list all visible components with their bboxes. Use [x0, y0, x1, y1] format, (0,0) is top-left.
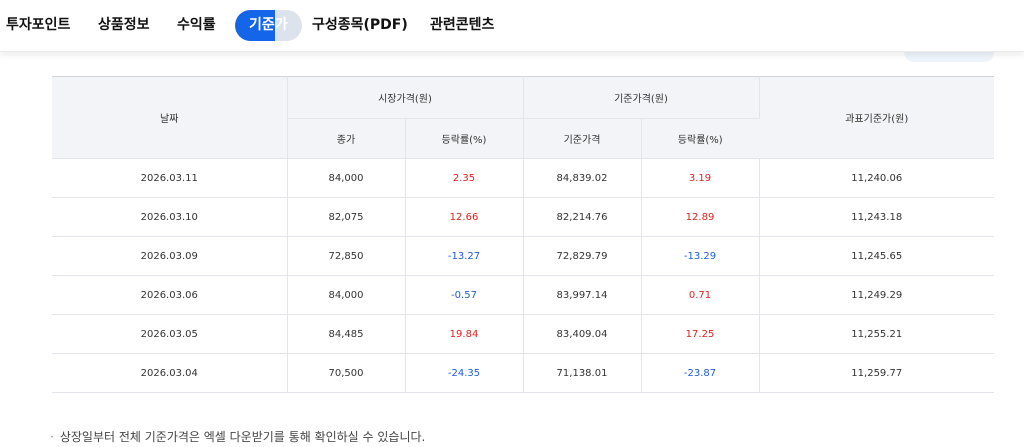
cell-nav-change: 17.25 [641, 314, 760, 354]
nav-history-table: 날짜 시장가격(원) 기준가격(원) 과표기준가(원) 종가 등락률(%) 기준… [52, 76, 994, 393]
tab-nav[interactable]: 기준가 [235, 10, 302, 41]
header-market-price: 시장가격(원) [287, 76, 524, 119]
cell-tax-base: 11,245.65 [759, 236, 994, 276]
cell-nav: 83,409.04 [523, 314, 642, 354]
tab-returns[interactable]: 수익률 [177, 17, 216, 33]
cell-tax-base: 11,249.29 [759, 275, 994, 315]
cell-close: 70,500 [287, 353, 406, 393]
cell-date: 2026.03.06 [52, 275, 288, 315]
tab-pdf-holdings[interactable]: 구성종목(PDF) [312, 17, 408, 33]
cell-nav: 72,829.79 [523, 236, 642, 276]
header-tax-base: 과표기준가(원) [759, 76, 994, 159]
tab-investment-point[interactable]: 투자포인트 [6, 17, 71, 33]
cell-tax-base: 11,243.18 [759, 197, 994, 237]
cell-market-change: -13.27 [405, 236, 524, 276]
cell-nav-change: 12.89 [641, 197, 760, 237]
cell-market-change: -24.35 [405, 353, 524, 393]
cell-market-change: 19.84 [405, 314, 524, 354]
header-date: 날짜 [52, 76, 288, 159]
table-row: 2026.03.10 82,075 12.66 82,214.76 12.89 … [52, 197, 994, 237]
table-row: 2026.03.06 84,000 -0.57 83,997.14 0.71 1… [52, 275, 994, 315]
header-market-change: 등락률(%) [405, 118, 524, 159]
cell-close: 72,850 [287, 236, 406, 276]
cell-nav-change: -13.29 [641, 236, 760, 276]
cell-date: 2026.03.10 [52, 197, 288, 237]
cell-tax-base: 11,240.06 [759, 158, 994, 198]
table-row: 2026.03.05 84,485 19.84 83,409.04 17.25 … [52, 314, 994, 354]
cell-market-change: 2.35 [405, 158, 524, 198]
cell-date: 2026.03.04 [52, 353, 288, 393]
header-close: 종가 [287, 118, 406, 159]
cell-nav: 84,839.02 [523, 158, 642, 198]
cell-close: 84,000 [287, 275, 406, 315]
header-nav: 기준가격(원) [523, 76, 760, 119]
cell-tax-base: 11,259.77 [759, 353, 994, 393]
tab-bar: 투자포인트 상품정보 수익률 기준가 구성종목(PDF) 관련콘텐츠 [0, 0, 1024, 52]
bullet-icon: · [50, 430, 54, 444]
cell-nav-change: -23.87 [641, 353, 760, 393]
note-text: 상장일부터 전체 기준가격은 엑셀 다운받기를 통해 확인하실 수 있습니다. [59, 430, 426, 444]
tab-product-info[interactable]: 상품정보 [98, 17, 150, 33]
download-note: · 상장일부터 전체 기준가격은 엑셀 다운받기를 통해 확인하실 수 있습니다. [50, 428, 425, 445]
cell-nav: 83,997.14 [523, 275, 642, 315]
cell-date: 2026.03.11 [52, 158, 288, 198]
header-nav-price: 기준가격 [523, 118, 642, 159]
table-row: 2026.03.11 84,000 2.35 84,839.02 3.19 11… [52, 158, 994, 198]
cell-close: 82,075 [287, 197, 406, 237]
table-row: 2026.03.09 72,850 -13.27 72,829.79 -13.2… [52, 236, 994, 276]
table-row: 2026.03.04 70,500 -24.35 71,138.01 -23.8… [52, 353, 994, 393]
tab-related-content[interactable]: 관련콘텐츠 [430, 17, 495, 33]
cell-date: 2026.03.05 [52, 314, 288, 354]
cell-market-change: -0.57 [405, 275, 524, 315]
cell-nav-change: 3.19 [641, 158, 760, 198]
cell-market-change: 12.66 [405, 197, 524, 237]
cell-close: 84,000 [287, 158, 406, 198]
cell-nav-change: 0.71 [641, 275, 760, 315]
cell-tax-base: 11,255.21 [759, 314, 994, 354]
cell-nav: 82,214.76 [523, 197, 642, 237]
header-nav-change: 등락률(%) [641, 118, 759, 159]
cell-date: 2026.03.09 [52, 236, 288, 276]
cell-close: 84,485 [287, 314, 406, 354]
cell-nav: 71,138.01 [523, 353, 642, 393]
